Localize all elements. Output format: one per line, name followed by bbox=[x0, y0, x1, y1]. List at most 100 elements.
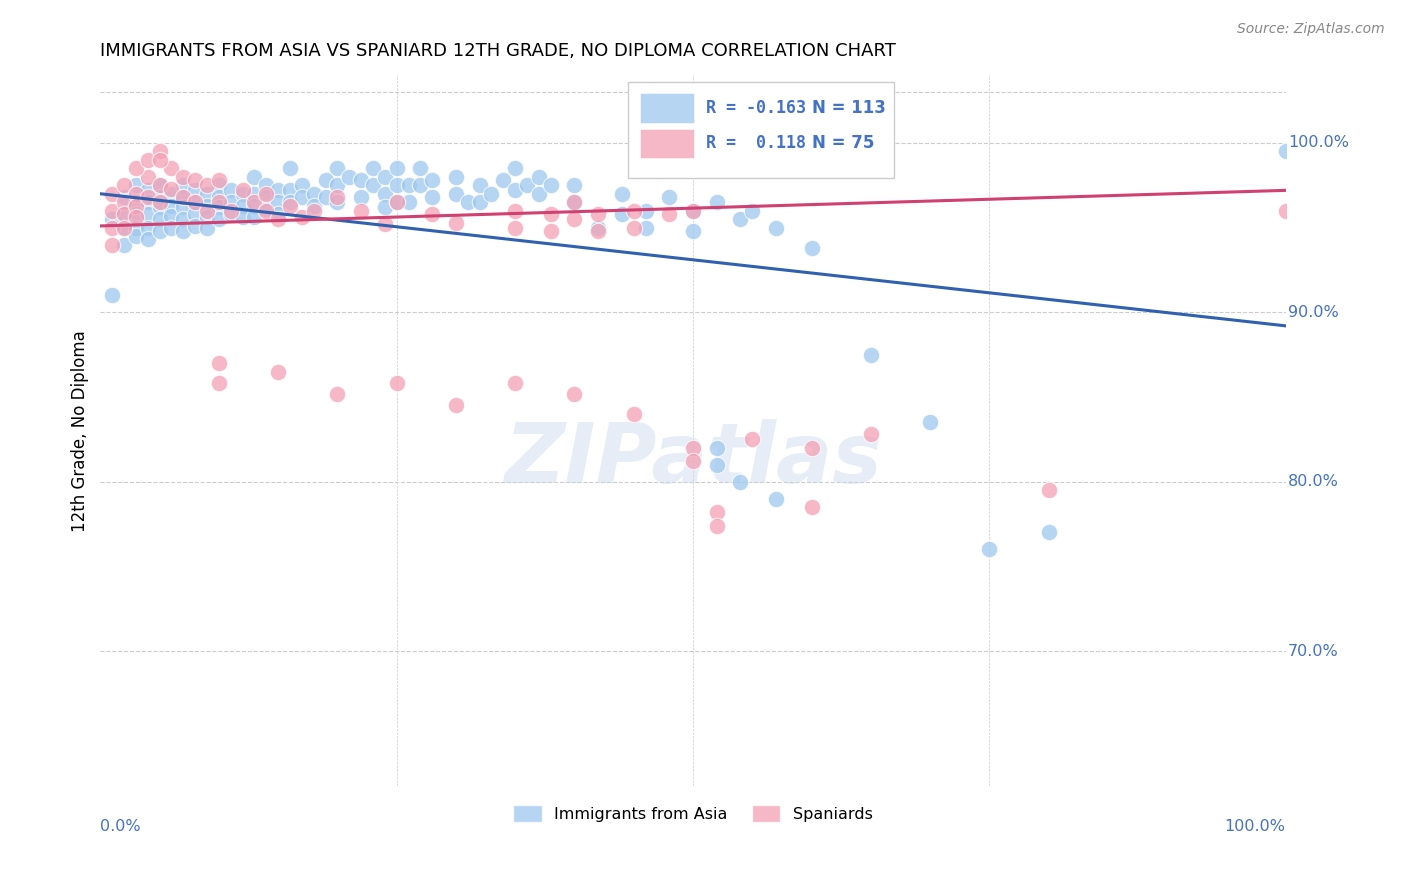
Point bbox=[112, 207, 135, 221]
Point bbox=[326, 178, 349, 193]
Point bbox=[291, 178, 314, 193]
Point bbox=[172, 224, 194, 238]
Point bbox=[291, 190, 314, 204]
Point bbox=[564, 195, 586, 210]
Point bbox=[682, 224, 704, 238]
FancyBboxPatch shape bbox=[628, 82, 894, 178]
Point bbox=[101, 220, 124, 235]
Point bbox=[1274, 145, 1296, 159]
Point bbox=[219, 183, 242, 197]
Point bbox=[634, 220, 657, 235]
Point bbox=[457, 195, 479, 210]
Point bbox=[278, 195, 301, 210]
Point bbox=[350, 173, 373, 187]
Point bbox=[112, 237, 135, 252]
Point bbox=[979, 542, 1001, 557]
Point bbox=[112, 220, 135, 235]
Point bbox=[706, 195, 728, 210]
Point bbox=[149, 190, 172, 204]
Point bbox=[136, 220, 159, 235]
Text: N = 113: N = 113 bbox=[811, 99, 886, 117]
Point bbox=[610, 186, 633, 201]
Point bbox=[564, 212, 586, 227]
Point bbox=[374, 186, 396, 201]
Point bbox=[254, 186, 277, 201]
Point bbox=[326, 190, 349, 204]
Point bbox=[468, 195, 491, 210]
Point bbox=[765, 220, 787, 235]
Text: 70.0%: 70.0% bbox=[1288, 643, 1339, 658]
Point bbox=[195, 178, 218, 193]
Point bbox=[208, 190, 231, 204]
Point bbox=[503, 376, 526, 391]
Point bbox=[444, 169, 467, 184]
Point bbox=[623, 203, 645, 218]
Point bbox=[385, 195, 408, 210]
Point bbox=[232, 211, 254, 225]
Point bbox=[1038, 483, 1060, 497]
Point bbox=[232, 186, 254, 201]
Point bbox=[112, 190, 135, 204]
Text: 100.0%: 100.0% bbox=[1225, 819, 1285, 833]
Point bbox=[208, 376, 231, 391]
Point bbox=[267, 365, 290, 379]
Point bbox=[101, 203, 124, 218]
Point bbox=[302, 186, 325, 201]
Point bbox=[302, 203, 325, 218]
Point bbox=[219, 207, 242, 221]
Point bbox=[125, 207, 148, 221]
Point bbox=[125, 229, 148, 244]
Point bbox=[267, 183, 290, 197]
Point bbox=[420, 190, 443, 204]
Y-axis label: 12th Grade, No Diploma: 12th Grade, No Diploma bbox=[72, 330, 89, 532]
Point bbox=[208, 178, 231, 193]
Point bbox=[278, 183, 301, 197]
Point bbox=[706, 441, 728, 455]
Point bbox=[730, 212, 752, 227]
Point bbox=[208, 356, 231, 370]
Text: N = 75: N = 75 bbox=[811, 135, 875, 153]
Point bbox=[149, 153, 172, 167]
Point bbox=[136, 190, 159, 204]
Point bbox=[540, 178, 562, 193]
Point bbox=[350, 190, 373, 204]
Point bbox=[682, 203, 704, 218]
Point bbox=[385, 161, 408, 176]
Point bbox=[623, 407, 645, 421]
Point bbox=[420, 173, 443, 187]
Point bbox=[586, 207, 609, 221]
Point bbox=[136, 232, 159, 246]
Point bbox=[254, 178, 277, 193]
Point bbox=[444, 186, 467, 201]
Point bbox=[195, 220, 218, 235]
Point bbox=[184, 195, 207, 210]
Point bbox=[184, 183, 207, 197]
Point bbox=[208, 173, 231, 187]
Point bbox=[243, 169, 266, 184]
Point bbox=[374, 200, 396, 214]
Point bbox=[564, 386, 586, 401]
Point bbox=[160, 186, 183, 201]
Point bbox=[112, 220, 135, 235]
Point bbox=[208, 200, 231, 214]
Point bbox=[730, 475, 752, 489]
Point bbox=[149, 178, 172, 193]
Point bbox=[243, 195, 266, 210]
Point bbox=[149, 195, 172, 210]
Point bbox=[374, 217, 396, 231]
Point bbox=[278, 199, 301, 213]
Point bbox=[243, 186, 266, 201]
Point bbox=[219, 195, 242, 210]
Point bbox=[444, 215, 467, 229]
Point bbox=[586, 224, 609, 238]
Point bbox=[765, 491, 787, 506]
Point bbox=[136, 207, 159, 221]
Text: Source: ZipAtlas.com: Source: ZipAtlas.com bbox=[1237, 22, 1385, 37]
Point bbox=[267, 207, 290, 221]
Text: 100.0%: 100.0% bbox=[1288, 136, 1348, 151]
Point bbox=[172, 178, 194, 193]
Point bbox=[125, 186, 148, 201]
Point bbox=[219, 203, 242, 218]
Point bbox=[232, 199, 254, 213]
Point bbox=[682, 454, 704, 468]
